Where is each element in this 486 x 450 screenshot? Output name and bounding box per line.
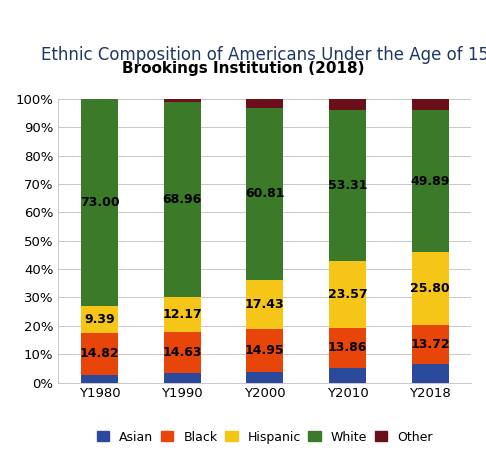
Text: 14.82: 14.82 [80,347,120,360]
Text: 9.39: 9.39 [84,313,115,326]
Bar [164,297,201,332]
Bar [412,110,449,252]
Bar [246,108,283,280]
Bar [81,99,118,306]
Bar [164,374,201,382]
Bar [329,328,366,368]
Bar [164,332,201,373]
Text: 53.31: 53.31 [328,180,367,193]
Text: 14.63: 14.63 [162,346,202,359]
Text: 14.95: 14.95 [245,344,285,357]
Bar [412,252,449,325]
Text: 73.00: 73.00 [80,196,120,209]
Text: Brookings Institution (2018): Brookings Institution (2018) [122,61,364,76]
Bar [329,368,366,382]
Bar [164,99,201,102]
Bar [81,333,118,374]
Legend: Asian, Black, Hispanic, White, Other: Asian, Black, Hispanic, White, Other [92,426,438,449]
Text: 25.80: 25.80 [410,282,450,295]
Text: 68.96: 68.96 [163,193,202,206]
Text: 60.81: 60.81 [245,187,285,200]
Bar [246,99,283,108]
Bar [412,364,449,382]
Title: Ethnic Composition of Americans Under the Age of 15: Ethnic Composition of Americans Under th… [41,46,486,64]
Bar [246,329,283,372]
Bar [412,99,449,110]
Text: 13.72: 13.72 [410,338,450,351]
Text: 17.43: 17.43 [245,298,285,311]
Bar [412,325,449,364]
Bar [246,280,283,329]
Bar [329,110,366,261]
Text: 12.17: 12.17 [162,308,202,321]
Text: 49.89: 49.89 [410,175,450,188]
Bar [246,372,283,382]
Bar [81,306,118,333]
Bar [164,102,201,297]
Text: 23.57: 23.57 [328,288,367,302]
Bar [329,261,366,328]
Text: 13.86: 13.86 [328,342,367,355]
Bar [329,99,366,110]
Bar [81,374,118,382]
